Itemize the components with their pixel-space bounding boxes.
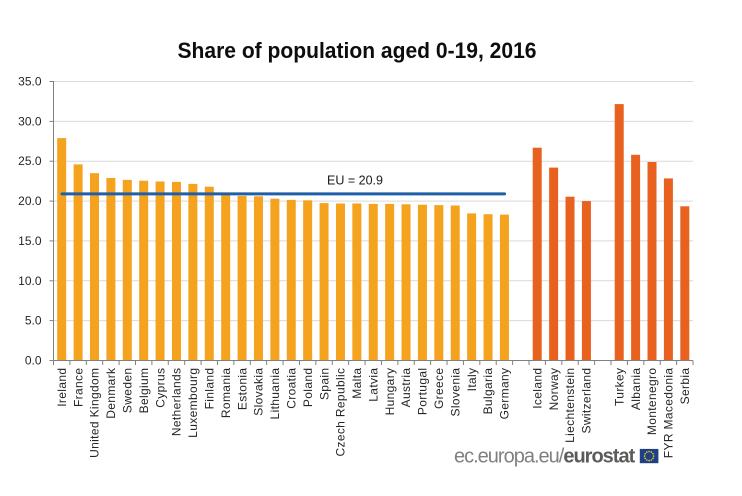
svg-text:Italy: Italy [465,368,479,392]
svg-text:Poland: Poland [301,368,315,407]
svg-text:France: France [71,368,85,407]
svg-text:Lithuania: Lithuania [268,368,282,420]
svg-text:Liechtenstein: Liechtenstein [563,368,577,443]
svg-text:Iceland: Iceland [530,368,544,409]
svg-text:Czech Republic: Czech Republic [334,368,348,457]
svg-text:Slovakia: Slovakia [252,368,266,416]
svg-text:Belgium: Belgium [137,368,151,414]
svg-text:Cyprus: Cyprus [153,368,167,408]
svg-text:Turkey: Turkey [612,368,626,406]
svg-text:FYR Macedonia: FYR Macedonia [662,368,676,459]
svg-text:35.0: 35.0 [18,75,42,89]
svg-text:Estonia: Estonia [235,368,249,410]
svg-text:Latvia: Latvia [366,368,380,402]
svg-text:United Kingdom: United Kingdom [88,368,102,458]
svg-text:Bulgaria: Bulgaria [481,368,495,415]
svg-text:Slovenia: Slovenia [448,368,462,417]
svg-text:Croatia: Croatia [284,368,298,409]
svg-text:ec.europa.eu/eurostat: ec.europa.eu/eurostat [454,446,636,468]
svg-text:30.0: 30.0 [18,114,42,128]
svg-text:Germany: Germany [498,368,512,420]
svg-text:5.0: 5.0 [25,314,42,328]
svg-text:Romania: Romania [219,368,233,418]
svg-text:Share of population aged 0-19,: Share of population aged 0-19, 2016 [178,38,537,63]
svg-text:25.0: 25.0 [18,154,42,168]
svg-text:Greece: Greece [432,368,446,409]
svg-text:Albania: Albania [629,368,643,410]
svg-text:Finland: Finland [202,368,216,410]
svg-text:Norway: Norway [547,368,561,411]
svg-text:Denmark: Denmark [104,367,118,419]
svg-text:Luxembourg: Luxembourg [186,368,200,438]
svg-text:Spain: Spain [317,368,331,400]
svg-text:Hungary: Hungary [383,368,397,416]
svg-text:Serbia: Serbia [678,368,692,405]
svg-text:Switzerland: Switzerland [580,368,594,434]
svg-text:10.0: 10.0 [18,274,42,288]
svg-text:Netherlands: Netherlands [170,368,184,437]
svg-text:Malta: Malta [350,368,364,399]
svg-text:0.0: 0.0 [25,354,42,368]
svg-text:Ireland: Ireland [55,368,69,407]
svg-text:Sweden: Sweden [120,368,134,413]
svg-text:15.0: 15.0 [18,234,42,248]
svg-text:Montenegro: Montenegro [645,368,659,436]
svg-text:EU = 20.9: EU = 20.9 [327,174,383,188]
svg-text:Portugal: Portugal [416,368,430,416]
svg-text:Austria: Austria [399,368,413,408]
svg-text:20.0: 20.0 [18,194,42,208]
